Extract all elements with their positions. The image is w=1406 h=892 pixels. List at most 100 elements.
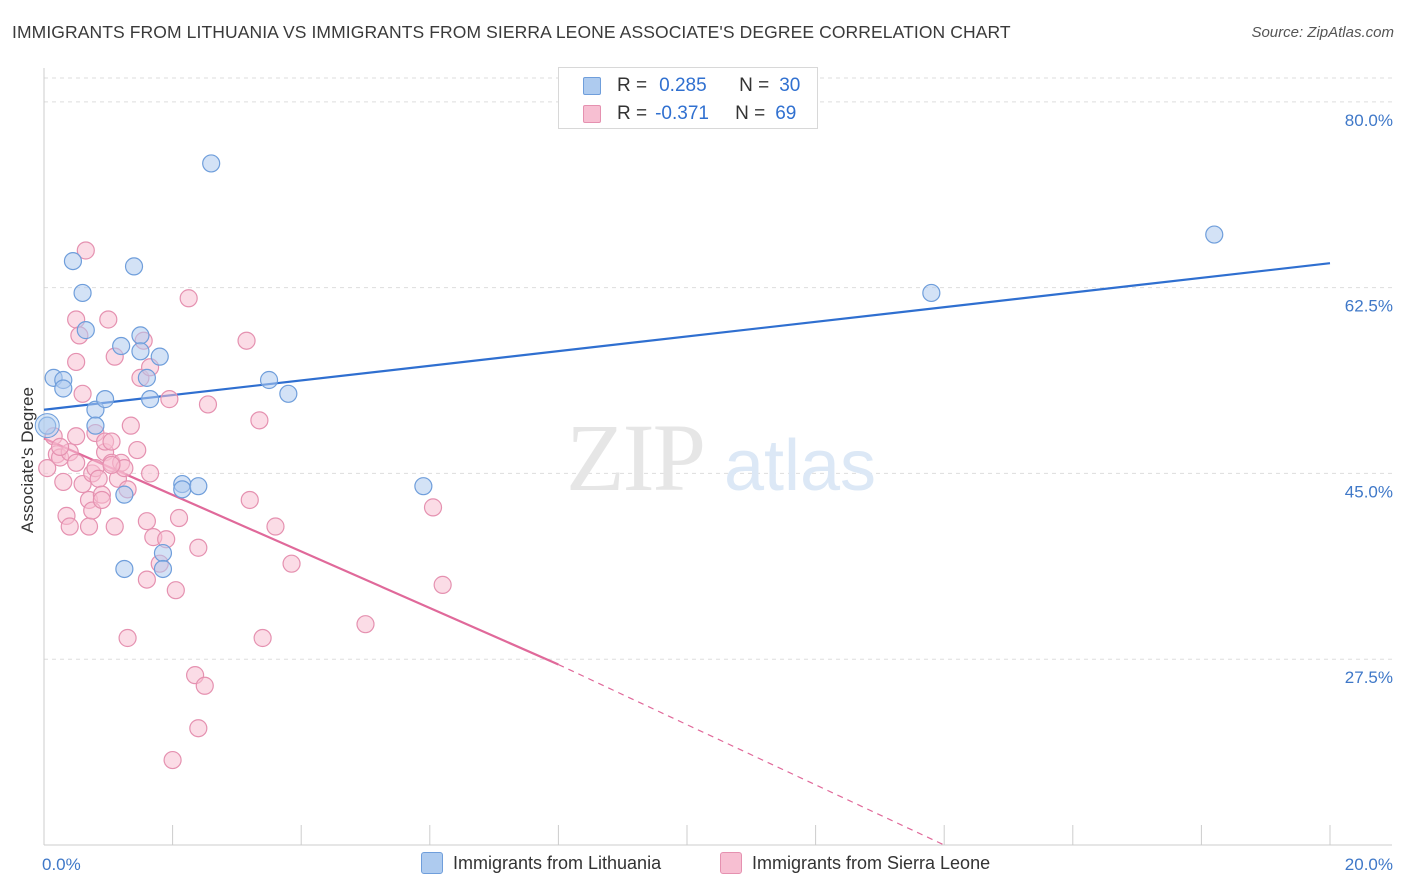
point-lithuania	[115, 559, 134, 579]
point-lithuania	[414, 477, 433, 496]
point-sierra-leone	[54, 472, 73, 492]
point-sierra-leone	[198, 395, 218, 414]
trend-line-lithuania	[43, 262, 1331, 411]
point-sierra-leone	[240, 490, 259, 510]
point-sierra-leone	[179, 289, 198, 308]
r-value-sierra-leone: -0.371	[655, 103, 709, 124]
point-lithuania	[63, 251, 83, 271]
trend-lines	[43, 262, 1331, 846]
scatter-points	[34, 154, 1224, 770]
point-sierra-leone	[102, 455, 121, 475]
y-tick-label: 45.0%	[1345, 482, 1393, 501]
point-sierra-leone	[195, 676, 214, 695]
legend-swatch-lithuania	[421, 852, 443, 874]
point-sierra-leone	[121, 416, 140, 435]
point-sierra-leone	[76, 241, 95, 260]
n-label: N =	[739, 75, 770, 96]
series-legend: Immigrants from Lithuania Immigrants fro…	[0, 852, 1406, 876]
point-lithuania	[86, 416, 105, 435]
source-credit: Source: ZipAtlas.com	[1251, 24, 1394, 41]
point-lithuania	[153, 559, 173, 579]
point-lithuania	[38, 416, 57, 435]
point-sierra-leone	[356, 615, 375, 634]
point-lithuania	[140, 390, 160, 409]
legend-label-lithuania: Immigrants from Lithuania	[453, 852, 662, 873]
point-sierra-leone	[169, 508, 189, 528]
point-sierra-leone	[189, 719, 208, 738]
point-sierra-leone	[166, 581, 185, 600]
point-sierra-leone	[67, 427, 86, 446]
point-sierra-leone	[282, 554, 301, 573]
point-sierra-leone	[266, 517, 285, 536]
point-sierra-leone	[79, 517, 99, 536]
point-sierra-leone	[50, 437, 70, 456]
point-sierra-leone	[73, 384, 92, 403]
point-lithuania	[73, 283, 92, 303]
point-sierra-leone	[253, 628, 272, 648]
point-sierra-leone	[137, 512, 156, 531]
point-sierra-leone	[118, 628, 137, 648]
point-lithuania	[173, 480, 192, 499]
point-lithuania	[131, 342, 150, 361]
point-lithuania	[115, 485, 134, 504]
n-label: N =	[735, 103, 766, 124]
point-lithuania	[124, 257, 144, 276]
r-label: R =	[617, 103, 648, 124]
point-lithuania	[153, 543, 173, 563]
point-lithuania	[922, 283, 941, 303]
point-sierra-leone	[140, 464, 160, 483]
lithuania-swatch	[583, 77, 601, 95]
watermark-zip: ZIP	[566, 404, 704, 511]
r-value-lithuania: 0.285	[659, 75, 707, 96]
point-sierra-leone	[433, 575, 452, 594]
watermark: ZIP atlas	[566, 404, 876, 511]
legend-row-sierra-leone: R = -0.371 N = 69	[583, 102, 796, 126]
tick-labels: 27.5% 45.0% 62.5% 80.0% 0.0% 20.0%	[42, 111, 1393, 874]
chart-title: IMMIGRANTS FROM LITHUANIA VS IMMIGRANTS …	[12, 22, 1011, 42]
point-lithuania	[1205, 225, 1224, 244]
grid-lines	[44, 77, 1392, 660]
axes	[43, 68, 1392, 846]
point-sierra-leone	[60, 517, 79, 536]
x-tick-label: 0.0%	[42, 855, 81, 874]
point-sierra-leone	[99, 310, 118, 329]
n-value-lithuania: 30	[779, 75, 801, 96]
point-lithuania	[95, 390, 115, 409]
y-tick-label: 62.5%	[1345, 297, 1393, 316]
point-sierra-leone	[67, 352, 86, 372]
legend-swatch-sierra-leone	[720, 852, 742, 874]
point-lithuania	[54, 379, 73, 398]
sierra-leone-swatch	[583, 105, 601, 123]
legend-label-sierra-leone: Immigrants from Sierra Leone	[752, 852, 991, 873]
trend-line-sierra-leone	[43, 437, 559, 666]
y-axis-label: Associate's Degree	[18, 387, 37, 533]
point-sierra-leone	[128, 440, 147, 460]
trend-line-sierra-leone	[558, 663, 945, 846]
point-sierra-leone	[102, 432, 121, 451]
point-sierra-leone	[189, 538, 208, 557]
point-lithuania-cluster	[34, 413, 60, 439]
legend-item-lithuania: Immigrants from Lithuania	[421, 852, 661, 874]
point-sierra-leone	[137, 570, 156, 589]
y-tick-label: 27.5%	[1345, 668, 1393, 687]
legend-item-sierra-leone: Immigrants from Sierra Leone	[720, 852, 990, 874]
point-lithuania	[137, 368, 156, 387]
point-sierra-leone	[89, 469, 108, 488]
point-lithuania	[189, 477, 208, 496]
point-lithuania	[150, 347, 169, 366]
point-sierra-leone	[237, 331, 256, 350]
n-value-sierra-leone: 69	[775, 103, 797, 124]
point-sierra-leone	[423, 498, 443, 517]
watermark-atlas: atlas	[724, 426, 876, 506]
point-sierra-leone	[160, 390, 179, 409]
point-lithuania	[112, 336, 131, 356]
y-tick-label: 80.0%	[1345, 111, 1393, 130]
point-sierra-leone	[92, 490, 111, 510]
point-lithuania	[202, 154, 221, 173]
r-label: R =	[617, 75, 648, 96]
point-lithuania	[131, 326, 150, 345]
correlation-legend: R = 0.285 N = 30 R = -0.371 N = 69	[558, 67, 818, 129]
point-sierra-leone	[38, 459, 57, 478]
point-lithuania	[76, 321, 95, 340]
